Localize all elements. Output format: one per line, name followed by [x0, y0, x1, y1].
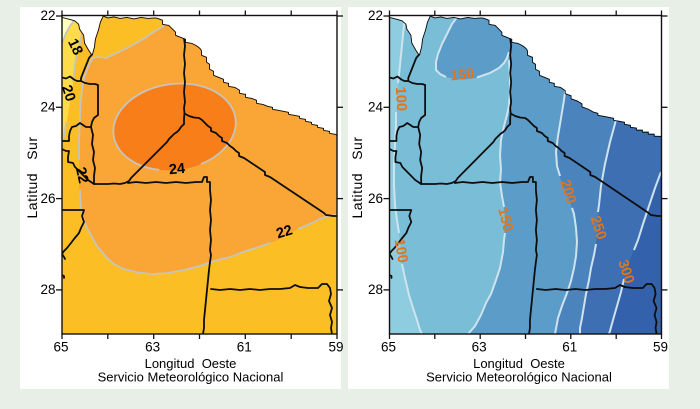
svg-text:100: 100 [392, 86, 409, 111]
svg-text:150: 150 [494, 206, 516, 234]
svg-text:Latitud Sur: Latitud Sur [349, 137, 365, 219]
svg-text:61: 61 [562, 340, 577, 355]
svg-text:63: 63 [472, 340, 487, 355]
svg-text:Servicio Meteorológico Naciona: Servicio Meteorológico Nacional [426, 370, 612, 385]
svg-text:22: 22 [72, 166, 91, 185]
svg-text:24: 24 [368, 100, 384, 115]
svg-text:200: 200 [556, 178, 579, 206]
svg-text:24: 24 [168, 161, 185, 178]
svg-text:Servicio Meteorológico Naciona: Servicio Meteorológico Nacional [98, 370, 284, 385]
svg-text:61: 61 [237, 340, 252, 355]
svg-text:26: 26 [368, 191, 383, 206]
svg-text:Longitud Oeste: Longitud Oeste [145, 356, 237, 371]
svg-text:18: 18 [64, 36, 85, 58]
svg-text:22: 22 [40, 8, 55, 23]
svg-text:26: 26 [40, 191, 55, 206]
svg-text:22: 22 [368, 8, 383, 23]
svg-text:65: 65 [53, 340, 68, 355]
svg-text:28: 28 [368, 282, 383, 297]
svg-text:100: 100 [391, 238, 411, 265]
svg-text:20: 20 [58, 83, 78, 103]
svg-text:Latitud Sur: Latitud Sur [24, 137, 40, 219]
svg-text:250: 250 [587, 214, 610, 242]
svg-text:150: 150 [450, 66, 476, 84]
svg-text:59: 59 [653, 340, 668, 355]
svg-text:Longitud Oeste: Longitud Oeste [473, 356, 565, 371]
svg-text:59: 59 [328, 340, 343, 355]
svg-text:28: 28 [40, 282, 55, 297]
svg-text:22: 22 [274, 222, 294, 242]
svg-text:63: 63 [145, 340, 160, 355]
svg-text:300: 300 [614, 258, 637, 286]
svg-text:24: 24 [40, 100, 56, 115]
svg-text:65: 65 [381, 340, 396, 355]
